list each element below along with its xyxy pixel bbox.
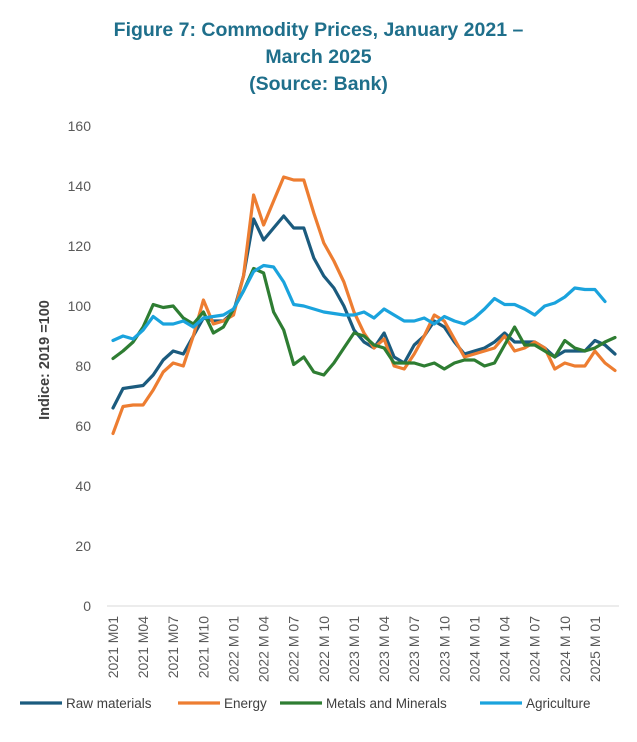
chart-title-line-3: (Source: Bank) (249, 73, 388, 95)
series-line-energy (111, 175, 617, 436)
x-tick-label: 2022 M 07 (286, 616, 302, 682)
x-tick-label: 2022 M 04 (256, 616, 272, 682)
x-tick-label: 2021 M01 (105, 616, 121, 678)
y-tick-label: 0 (83, 598, 91, 614)
chart-title: Figure 7: Commodity Prices, January 2021… (0, 17, 637, 98)
x-tick-label: 2023 M 10 (436, 616, 452, 682)
y-tick-label: 40 (75, 478, 91, 494)
x-tick-label: 2024 M 10 (557, 616, 573, 682)
y-tick-label: 60 (75, 418, 91, 434)
legend-label-raw-materials: Raw materials (66, 696, 152, 711)
chart-title-line-2: March 2025 (265, 46, 372, 68)
x-tick-label: 2022 M 01 (225, 616, 241, 682)
x-tick-label: 2025 M 01 (587, 616, 603, 682)
x-tick-label: 2024 M 01 (466, 616, 482, 682)
x-tick-label: 2021 M10 (195, 616, 211, 678)
legend-label-energy: Energy (224, 696, 267, 711)
x-axis-ticks: 2021 M01 2021 M04 2021 M07 2021 M10 2022 M 0… (105, 616, 603, 682)
legend: Raw materials Energy Metals and Minerals Ag… (20, 696, 591, 711)
series-lines (111, 175, 617, 436)
chart-title-line-1: Figure 7: Commodity Prices, January 2021… (113, 19, 524, 41)
y-tick-label: 20 (75, 538, 91, 554)
legend-label-agriculture: Agriculture (526, 696, 591, 711)
y-tick-label: 80 (75, 358, 91, 374)
x-tick-label: 2022 M 10 (316, 616, 332, 682)
x-tick-label: 2021 M04 (135, 616, 151, 678)
x-tick-label: 2023 M 01 (346, 616, 362, 682)
x-tick-label: 2024 M 07 (527, 616, 543, 682)
x-tick-label: 2023 M 07 (406, 616, 422, 682)
x-tick-label: 2021 M07 (165, 616, 181, 678)
series-line-metals-and-minerals (111, 266, 617, 377)
y-tick-label: 160 (68, 118, 92, 134)
x-tick-label: 2024 M 04 (497, 616, 513, 682)
series-line-raw-materials (111, 214, 617, 410)
y-tick-label: 140 (68, 178, 92, 194)
y-tick-label: 120 (68, 238, 92, 254)
y-axis-ticks: 0 20 40 60 80 100 120 140 160 (68, 118, 92, 614)
y-axis-label: Indice: 2019 =100 (37, 300, 53, 420)
legend-label-metals-and-minerals: Metals and Minerals (326, 696, 447, 711)
series-line-agriculture (111, 263, 607, 343)
x-tick-label: 2023 M 04 (376, 616, 392, 682)
y-tick-label: 100 (68, 298, 92, 314)
